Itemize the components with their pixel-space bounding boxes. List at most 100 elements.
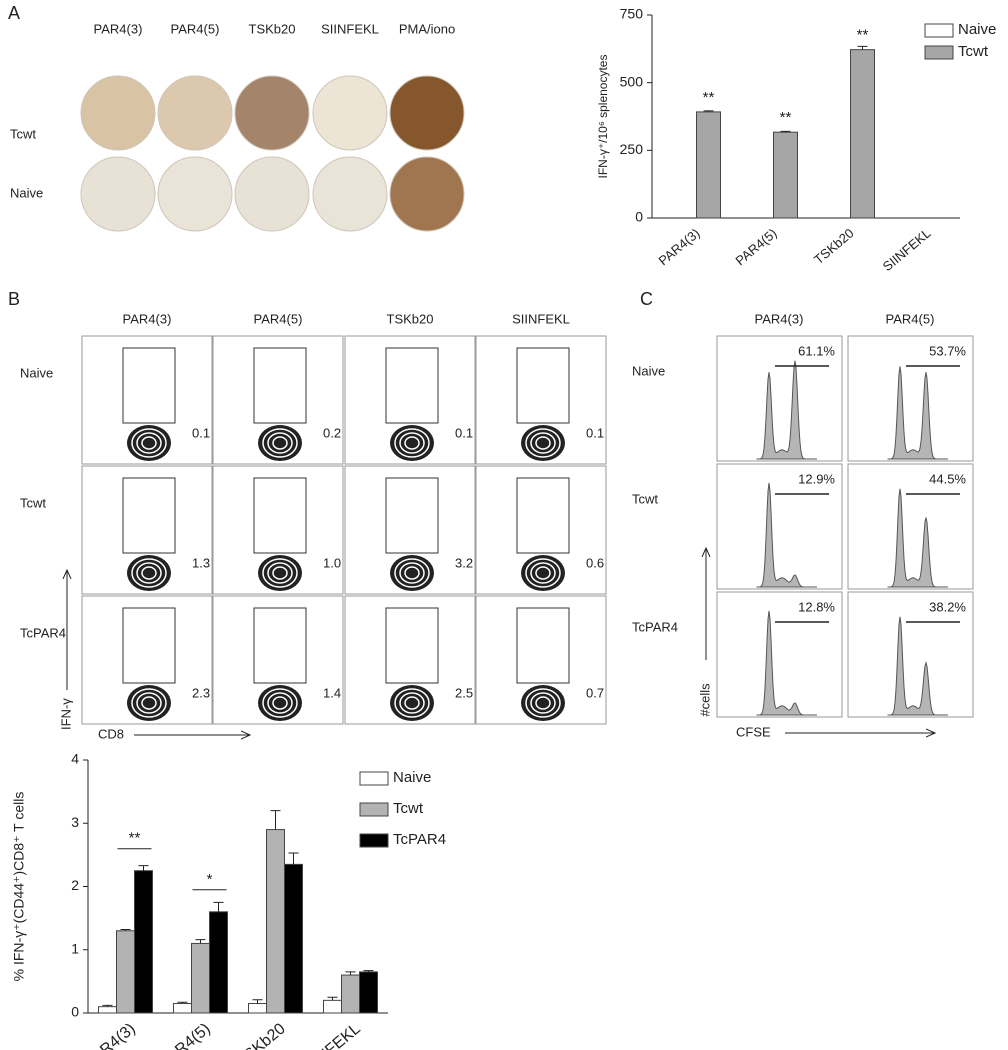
bar — [341, 974, 360, 1014]
axis-label: IFN-γ — [58, 698, 73, 730]
row-label: TcPAR4 — [632, 619, 678, 634]
column-label: PAR4(5) — [254, 311, 303, 326]
contour — [272, 566, 288, 580]
histogram — [756, 360, 817, 460]
gate — [122, 477, 176, 554]
value-label: 0.1 — [192, 425, 210, 440]
plot-frame — [716, 335, 843, 462]
bar — [134, 870, 153, 1014]
contour — [525, 688, 561, 718]
gate — [385, 477, 439, 554]
contour — [521, 425, 565, 461]
x-tick-label: PAR4(3) — [656, 225, 703, 268]
contour — [404, 436, 420, 450]
error-bar — [288, 852, 299, 865]
value-label: 38.2% — [929, 599, 966, 614]
well — [234, 75, 310, 151]
y-tick-label: 2 — [71, 877, 79, 893]
row-label: Tcwt — [20, 495, 46, 510]
contour — [258, 555, 302, 591]
error-bar — [252, 999, 263, 1004]
row-label: Naive — [10, 185, 43, 200]
contour — [390, 685, 434, 721]
column-label: PMA/iono — [399, 21, 455, 36]
value-label: 0.1 — [586, 425, 604, 440]
bar — [696, 111, 721, 219]
contour — [141, 696, 157, 710]
legend-label: Naive — [958, 21, 996, 38]
contour — [131, 558, 167, 588]
well — [389, 156, 465, 232]
value-label: 0.7 — [586, 685, 604, 700]
contour — [136, 432, 162, 454]
bar — [191, 942, 210, 1014]
histogram — [887, 366, 948, 460]
contour — [530, 692, 556, 714]
column-label: SIINFEKL — [512, 311, 570, 326]
error-bar — [195, 939, 206, 944]
well — [80, 75, 156, 151]
contour — [399, 432, 425, 454]
error-bar — [138, 865, 149, 871]
error-bar — [270, 810, 281, 830]
plot-frame — [716, 591, 843, 718]
plot-frame — [847, 463, 974, 590]
contour — [272, 436, 288, 450]
value-label: 53.7% — [929, 343, 966, 358]
contour — [521, 685, 565, 721]
well — [312, 75, 388, 151]
well — [234, 156, 310, 232]
value-label: 61.1% — [798, 343, 835, 358]
value-label: 12.9% — [798, 471, 835, 486]
y-tick-label: 3 — [71, 814, 79, 830]
contour — [521, 555, 565, 591]
contour — [535, 696, 551, 710]
x-tick-label: TSKb20 — [811, 225, 857, 267]
x-tick-label: SIINFEKL — [880, 225, 934, 274]
error-bar — [327, 996, 338, 1001]
contour — [404, 696, 420, 710]
contour — [131, 688, 167, 718]
panel-label: C — [640, 289, 653, 309]
panel-label: B — [8, 289, 20, 309]
column-label: TSKb20 — [387, 311, 434, 326]
significance: ** — [857, 27, 869, 44]
column-label: PAR4(5) — [171, 21, 220, 36]
value-label: 0.1 — [455, 425, 473, 440]
significance: ** — [780, 109, 792, 126]
contour — [394, 558, 430, 588]
x-tick-label: SIINFEKL — [298, 1020, 364, 1050]
contour — [394, 428, 430, 458]
contour — [262, 558, 298, 588]
histogram — [887, 616, 948, 716]
row-label: Naive — [632, 363, 665, 378]
significance: ** — [703, 89, 715, 106]
contour — [399, 692, 425, 714]
histogram — [756, 482, 817, 588]
gate — [385, 607, 439, 684]
error-bar — [345, 971, 356, 976]
histogram — [887, 488, 948, 588]
y-axis-label: % IFN-γ⁺(CD44⁺)CD8⁺ T cells — [11, 792, 27, 982]
contour — [127, 685, 171, 721]
contour — [390, 425, 434, 461]
gate — [122, 347, 176, 424]
bar — [323, 999, 342, 1014]
value-label: 12.8% — [798, 599, 835, 614]
contour — [127, 555, 171, 591]
legend-label: TcPAR4 — [393, 831, 446, 848]
contour — [267, 562, 293, 584]
gate — [253, 607, 307, 684]
plot-frame — [847, 591, 974, 718]
legend-swatch — [359, 833, 389, 848]
column-label: SIINFEKL — [321, 21, 379, 36]
legend-swatch — [924, 23, 954, 38]
contour — [530, 562, 556, 584]
well — [157, 156, 233, 232]
well — [312, 156, 388, 232]
panel-label: A — [8, 3, 20, 23]
value-label: 1.3 — [192, 555, 210, 570]
plot-frame — [847, 335, 974, 462]
legend-label: Naive — [393, 769, 431, 786]
error-bar — [102, 1004, 113, 1007]
